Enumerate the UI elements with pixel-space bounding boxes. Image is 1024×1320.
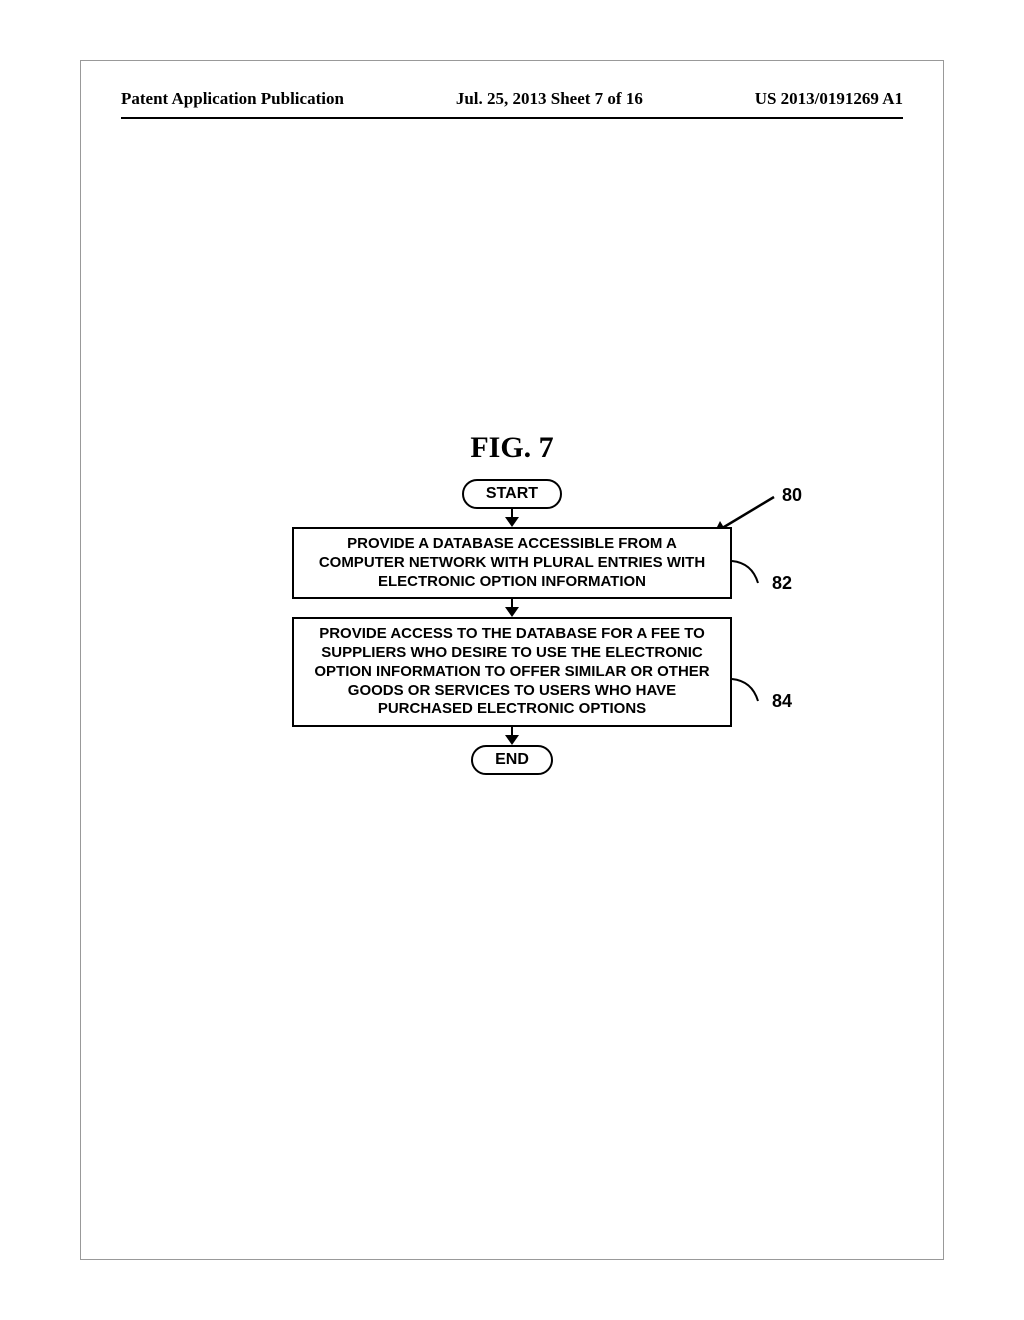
flowchart: 80 START PROVIDE A DATABASE ACCESSIBLE F…: [232, 479, 792, 775]
process-84: PROVIDE ACCESS TO THE DATABASE FOR A FEE…: [292, 617, 732, 727]
ref-82-connector-icon: [730, 559, 770, 589]
process-82: PROVIDE A DATABASE ACCESSIBLE FROM A COM…: [292, 527, 732, 599]
ref-82: 82: [772, 573, 792, 594]
figure-7: FIG. 7 80 START PROVIDE A DATABASE ACCES…: [81, 431, 943, 775]
header-left: Patent Application Publication: [121, 89, 344, 109]
ref-80: 80: [782, 485, 802, 506]
process-84-wrap: PROVIDE ACCESS TO THE DATABASE FOR A FEE…: [292, 617, 732, 727]
ref-84: 84: [772, 691, 792, 712]
ref-84-connector-icon: [730, 677, 770, 707]
header-center: Jul. 25, 2013 Sheet 7 of 16: [456, 89, 643, 109]
process-82-wrap: PROVIDE A DATABASE ACCESSIBLE FROM A COM…: [292, 527, 732, 599]
end-node: END: [471, 745, 553, 775]
patent-page: Patent Application Publication Jul. 25, …: [80, 60, 944, 1260]
header-rule: [121, 117, 903, 119]
header-right: US 2013/0191269 A1: [755, 89, 903, 109]
start-node: START: [462, 479, 562, 509]
page-header: Patent Application Publication Jul. 25, …: [81, 89, 943, 109]
figure-title: FIG. 7: [470, 431, 553, 465]
